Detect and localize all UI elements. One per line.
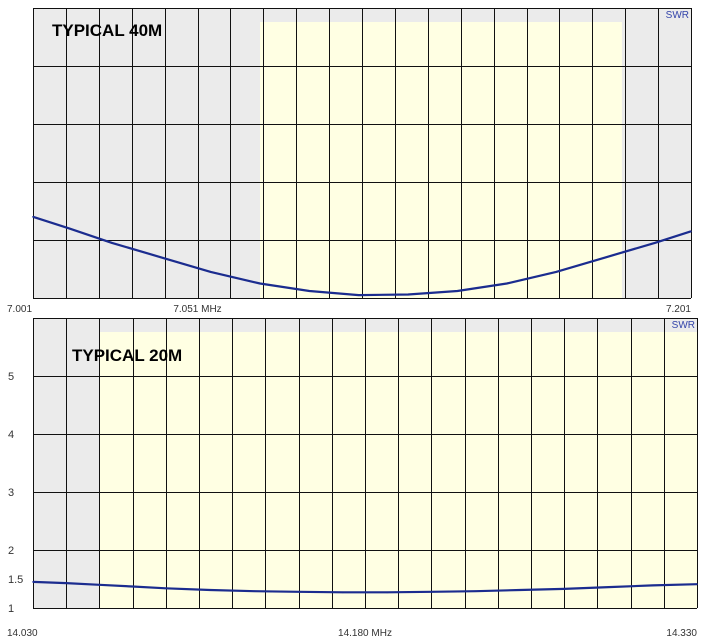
y-tick-label: 5: [8, 371, 14, 383]
data-point: [505, 282, 508, 285]
swr-label: SWR: [666, 10, 689, 21]
grid: [33, 8, 692, 299]
x-tick-label: 7.201: [666, 304, 691, 315]
data-point: [555, 271, 557, 273]
data-point: [32, 216, 34, 218]
data-point: [654, 242, 656, 244]
data-point: [131, 585, 134, 588]
data-point: [342, 591, 344, 594]
y-tick-label: 4: [8, 429, 14, 441]
data-point: [357, 294, 360, 296]
data-point: [259, 282, 261, 285]
data-point: [604, 256, 607, 259]
y-tick-label: 3: [8, 487, 14, 499]
data-point: [165, 587, 167, 590]
data-point: [160, 256, 163, 259]
band-highlight: [260, 22, 622, 298]
data-point: [65, 582, 67, 584]
x-tick-label: 14.330: [666, 628, 697, 639]
data-point: [386, 591, 388, 594]
chart-40m: TYPICAL 40M SWR 7.001 7.051 MHz 7.201: [7, 8, 692, 315]
data-point: [32, 581, 34, 583]
x-tick-label: 7.001: [7, 304, 32, 315]
data-point: [690, 230, 692, 233]
data-point: [696, 583, 698, 586]
x-tick-label: 14.180 MHz: [338, 628, 392, 639]
data-point: [474, 590, 477, 592]
data-point: [253, 590, 256, 592]
data-point: [68, 227, 70, 230]
grid: [33, 318, 698, 609]
data-point: [111, 242, 113, 244]
chart-title: TYPICAL 20M: [72, 346, 182, 365]
y-tick-label: 2: [8, 545, 14, 557]
x-tick-label: 14.030: [7, 628, 38, 639]
swr-label: SWR: [672, 320, 695, 331]
chart-title: TYPICAL 40M: [52, 21, 162, 40]
data-point: [308, 290, 311, 292]
chart-20m: TYPICAL 20M SWR 14.030 14.180 MHz 14.330 1 1.5…: [7, 318, 698, 639]
y-tick-label: 1: [8, 603, 14, 615]
data-point: [430, 590, 433, 593]
data-point: [297, 590, 300, 593]
data-point: [607, 586, 610, 588]
data-point: [519, 589, 521, 591]
x-tick-label: 7.051 MHz: [173, 304, 221, 315]
data-point: [209, 271, 212, 273]
data-point: [98, 584, 101, 586]
data-point: [651, 584, 654, 587]
y-tick-label: 1.5: [8, 574, 23, 586]
data-point: [407, 293, 409, 296]
data-point: [456, 290, 459, 292]
data-point: [563, 588, 565, 590]
data-point: [209, 589, 211, 591]
